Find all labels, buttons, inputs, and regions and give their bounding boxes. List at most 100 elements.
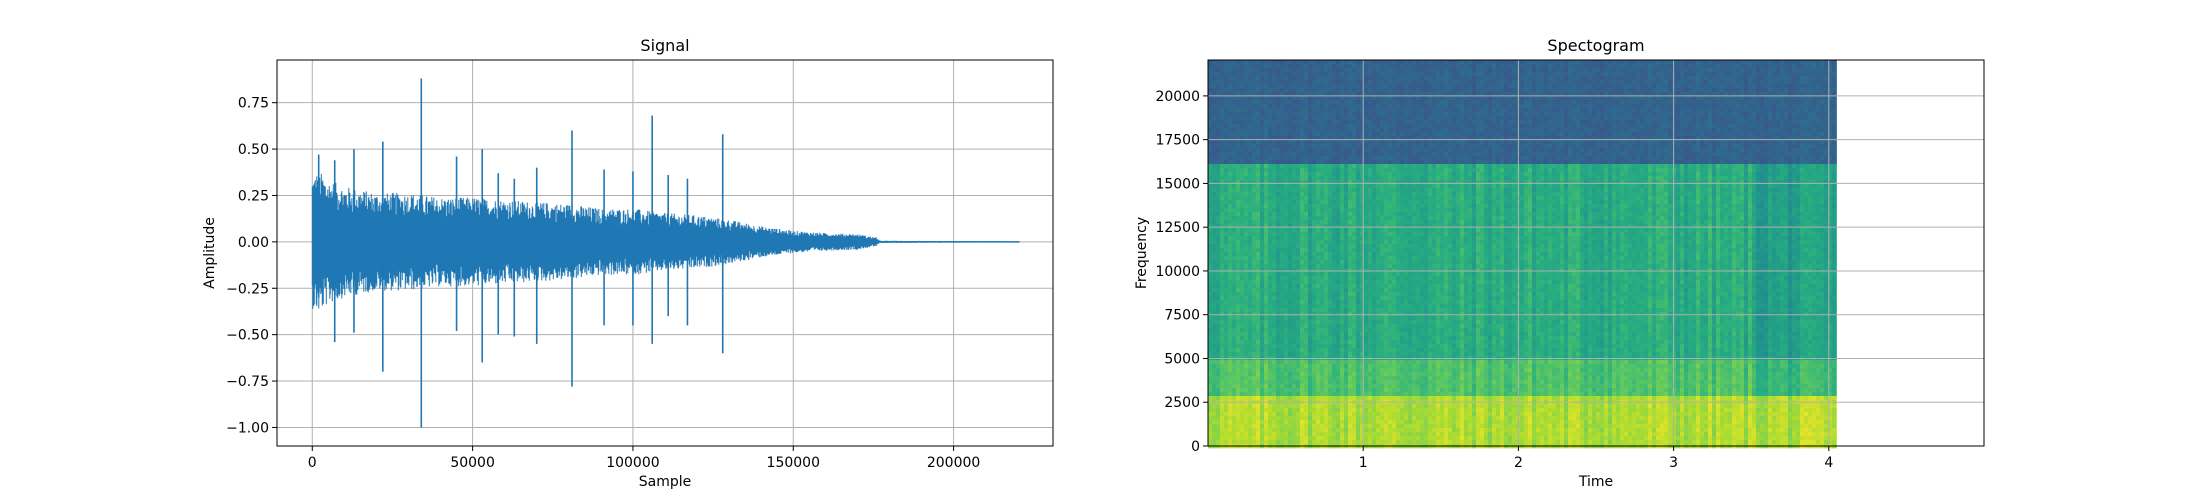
spectrogram-cell [1824, 116, 1829, 121]
spectrogram-cell [1616, 180, 1621, 185]
spectrogram-cell [1724, 72, 1729, 77]
spectrogram-cell [1632, 124, 1637, 129]
spectrogram-cell [1400, 76, 1405, 81]
spectrogram-cell [1560, 180, 1565, 185]
spectrogram-cell [1464, 180, 1469, 185]
spectrogram-cell [1300, 148, 1305, 153]
spectrogram-cell [1264, 132, 1269, 137]
spectrogram-cell [1388, 180, 1393, 185]
spectrogram-cell [1484, 128, 1489, 133]
spectrogram-cell [1372, 148, 1377, 153]
spectrogram-cell [1592, 176, 1597, 181]
spectrogram-cell [1496, 64, 1501, 69]
spectrogram-cell [1412, 152, 1417, 157]
spectrogram-cell [1424, 120, 1429, 125]
spectrogram-cell [1812, 116, 1817, 121]
spectrogram-cell [1748, 100, 1753, 105]
spectrogram-cell [1348, 124, 1353, 129]
spectrogram-cell [1728, 172, 1733, 177]
spectrogram-cell [1336, 80, 1341, 85]
spectrogram-cell [1688, 176, 1693, 181]
spectrogram-cell [1748, 164, 1753, 169]
spectrogram-cell [1400, 100, 1405, 105]
spectrogram-cell [1420, 76, 1425, 81]
spectrogram-cell [1752, 100, 1757, 105]
spectrogram-cell [1548, 72, 1553, 77]
spectrogram-cell [1580, 176, 1585, 181]
spectrogram-cell [1300, 184, 1305, 189]
spectrogram-cell [1648, 108, 1653, 113]
spectrogram-cell [1396, 156, 1401, 161]
spectrogram-cell [1720, 120, 1725, 125]
spectrogram-cell [1776, 124, 1781, 129]
spectrogram-cell [1612, 120, 1617, 125]
signal-xlabel: Sample [639, 474, 692, 490]
spectrogram-cell [1260, 84, 1265, 89]
spectrogram-cell [1348, 120, 1353, 125]
spectrogram-cell [1808, 176, 1813, 181]
spectrogram-cell [1316, 80, 1321, 85]
spectrogram-cell [1488, 64, 1493, 69]
spectrogram-cell [1712, 124, 1717, 129]
spectrogram-cell [1508, 156, 1513, 161]
spectrogram-cell [1776, 132, 1781, 137]
spectrogram-cell [1420, 144, 1425, 149]
spectrogram-cell [1216, 64, 1221, 69]
spectrogram-cell [1828, 160, 1833, 165]
spectrogram-cell [1784, 104, 1789, 109]
spectrogram-cell [1532, 132, 1537, 137]
spectrogram-cell [1280, 80, 1285, 85]
spectrogram-cell [1640, 148, 1645, 153]
spectrogram-cell [1280, 128, 1285, 133]
spectrogram-cell [1248, 116, 1253, 121]
spectrogram-cell [1524, 96, 1529, 101]
spectrogram-cell [1588, 72, 1593, 77]
spectrogram-cell [1528, 84, 1533, 89]
spectrogram-cell [1488, 132, 1493, 137]
spectrogram-cell [1580, 112, 1585, 117]
spectrogram-cell [1772, 124, 1777, 129]
spectrogram-cell [1568, 96, 1573, 101]
spectrogram-cell [1460, 168, 1465, 173]
spectrogram-cell [1380, 120, 1385, 125]
spectrogram-cell [1524, 180, 1529, 185]
spectrogram-cell [1428, 80, 1433, 85]
spectrogram-cell [1412, 128, 1417, 133]
spectrogram-cell [1568, 64, 1573, 69]
spectrogram-cell [1664, 112, 1669, 117]
spectrogram-cell [1620, 152, 1625, 157]
spectrogram-cell [1612, 144, 1617, 149]
spectrogram-cell [1360, 64, 1365, 69]
spectrogram-cell [1560, 164, 1565, 169]
spectrogram-cell [1520, 160, 1525, 165]
spectrogram-cell [1380, 144, 1385, 149]
spectrogram-cell [1784, 100, 1789, 105]
spectrogram-cell [1412, 64, 1417, 69]
spectrogram-cell [1284, 168, 1289, 173]
spectrogram-cell [1692, 108, 1697, 113]
spectrogram-cell [1604, 120, 1609, 125]
spectrogram-cell [1624, 88, 1629, 93]
spectrogram-cell [1376, 156, 1381, 161]
spectrogram-cell [1828, 76, 1833, 81]
spectrogram-cell [1644, 168, 1649, 173]
spectrogram-cell [1448, 128, 1453, 133]
spectrogram-cell [1520, 176, 1525, 181]
spectrogram-cell [1540, 140, 1545, 145]
spectrogram-cell [1564, 108, 1569, 113]
spectrogram-cell [1544, 68, 1549, 73]
spectrogram-cell [1640, 92, 1645, 97]
spectrogram-cell [1620, 72, 1625, 77]
spectrogram-cell [1384, 136, 1389, 141]
spectrogram-cell [1460, 156, 1465, 161]
signal-chart: Signal 0 50000 100000 150000 200000−1.00−0.7… [202, 36, 1054, 490]
spectrogram-cell [1520, 128, 1525, 133]
spectrogram-cell [1592, 124, 1597, 129]
spectrogram-cell [1552, 124, 1557, 129]
spectrogram-cell [1356, 80, 1361, 85]
spectrogram-cell [1760, 72, 1765, 77]
spectrogram-cell [1828, 92, 1833, 97]
spectrogram-cell [1548, 136, 1553, 141]
spectrogram-cell [1480, 96, 1485, 101]
spectrogram-cell [1320, 144, 1325, 149]
